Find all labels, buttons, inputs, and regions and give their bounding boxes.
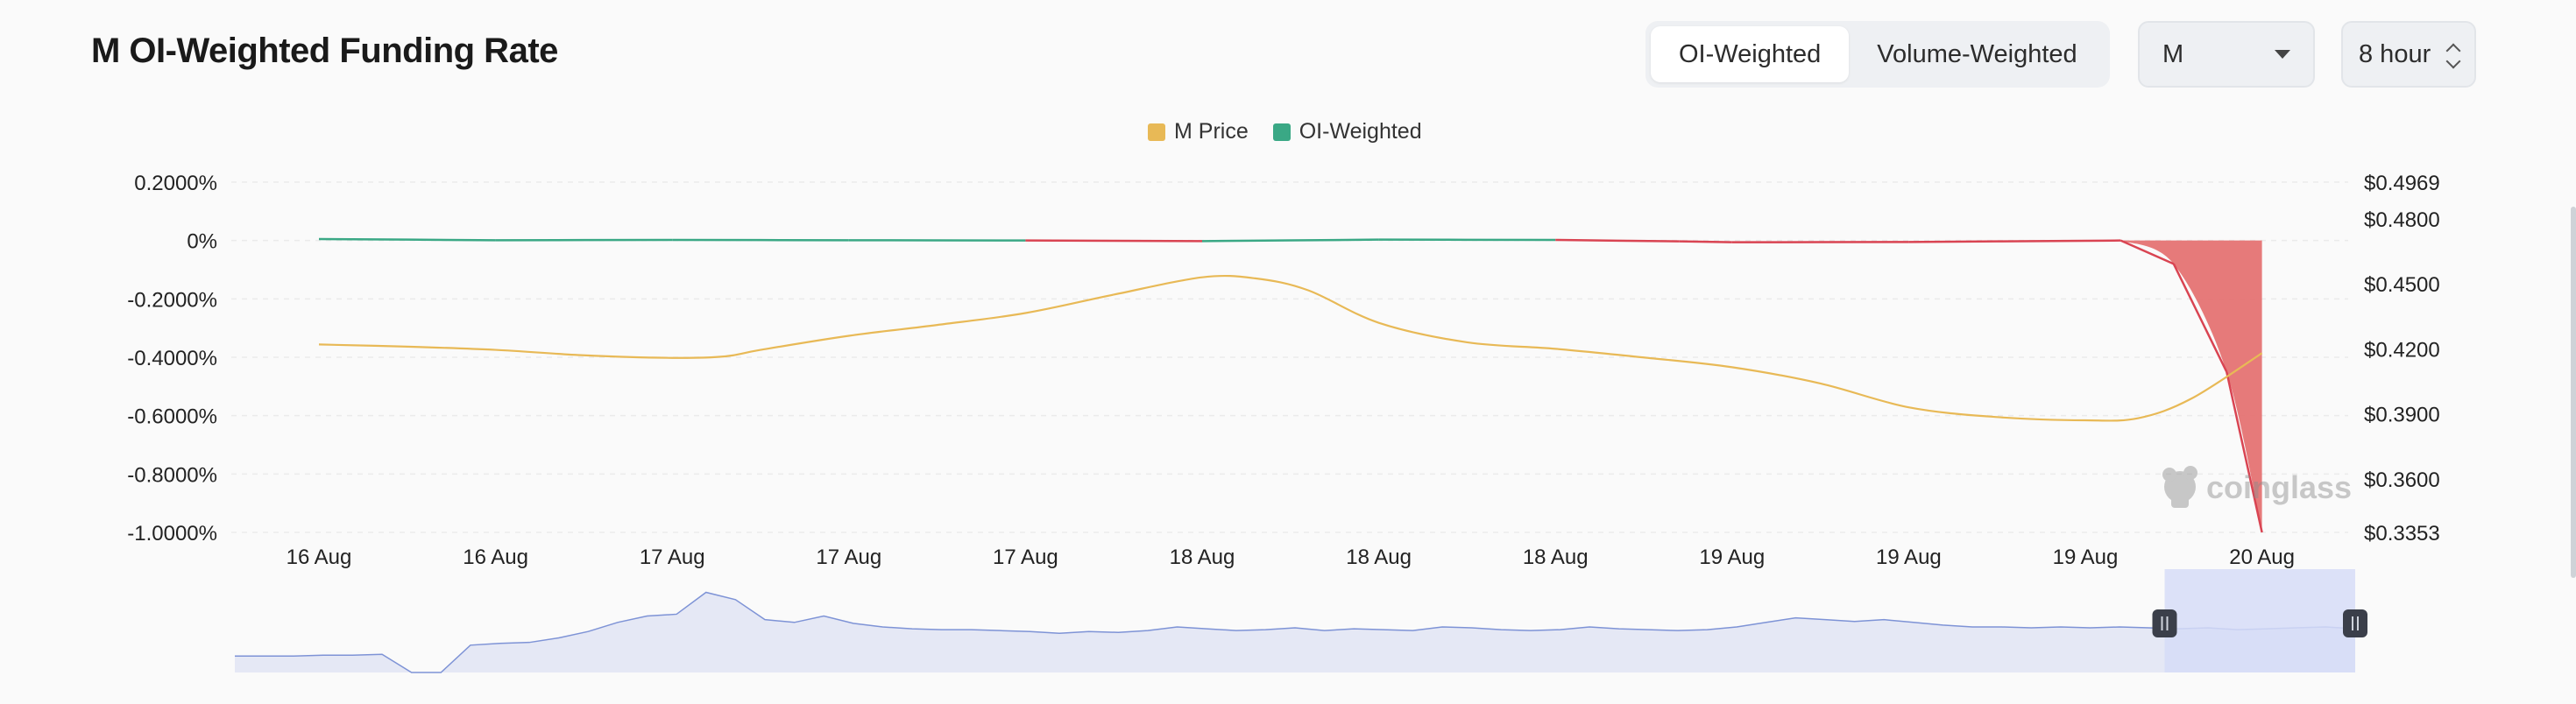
- interval-select[interactable]: 8 hour: [2341, 21, 2476, 88]
- y-axis-left: 0.2000% 0% -0.2000% -0.4000% -0.6000% -0.8000…: [127, 172, 217, 546]
- watermark-text: coinglass: [2206, 469, 2352, 505]
- navigator-line: [235, 591, 2356, 673]
- x-tick-label: 19 Aug: [1876, 546, 1942, 569]
- x-tick-label: 19 Aug: [1699, 546, 1765, 569]
- x-tick-label: 18 Aug: [1346, 546, 1412, 569]
- y-left-tick-label: -0.4000%: [127, 347, 217, 370]
- x-axis: 16 Aug 16 Aug 17 Aug 17 Aug 17 Aug 18 Aug 18 A…: [287, 546, 2295, 569]
- oi-weighted-line-segment: [2120, 239, 2175, 265]
- up-down-stepper-icon: [2445, 42, 2461, 69]
- oi-weighted-line-segment: [2226, 371, 2263, 533]
- coinglass-logo-icon: [2162, 466, 2197, 508]
- page-scrollbar[interactable]: [2571, 207, 2576, 578]
- y-left-tick-label: 0%: [187, 230, 217, 254]
- oi-weighted-line-segment: [318, 237, 496, 242]
- legend-item-oi-weighted[interactable]: OI-Weighted: [1272, 119, 1422, 144]
- chart-legend: M Price OI-Weighted: [1148, 119, 1422, 144]
- x-tick-label: 18 Aug: [1523, 546, 1589, 569]
- tab-oi-weighted[interactable]: OI-Weighted: [1651, 26, 1850, 82]
- y-left-tick-label: -0.6000%: [127, 405, 217, 429]
- symbol-select[interactable]: M: [2138, 21, 2315, 88]
- x-tick-label: 20 Aug: [2229, 546, 2295, 569]
- navigator-handle-right[interactable]: [2343, 609, 2367, 637]
- x-tick-label: 17 Aug: [993, 546, 1058, 569]
- navigator-window: [2164, 569, 2355, 672]
- oi-weighted-line-segment: [1555, 238, 1680, 243]
- x-tick-label: 17 Aug: [816, 546, 881, 569]
- negative-funding-area: [2120, 240, 2262, 532]
- chevron-down-icon: [2275, 50, 2290, 59]
- x-tick-label: 16 Aug: [463, 546, 528, 569]
- price-line: [318, 274, 2263, 422]
- weighting-toggle: OI-Weighted Volume-Weighted: [1645, 21, 2110, 88]
- x-tick-label: 18 Aug: [1170, 546, 1235, 569]
- y-right-tick-label: $0.4500: [2364, 273, 2440, 297]
- page-title: M OI-Weighted Funding Rate: [91, 32, 558, 70]
- handle-body: [2343, 609, 2367, 637]
- grid-lines: [231, 181, 2348, 533]
- navigator-area: [235, 592, 2355, 672]
- x-tick-label: 19 Aug: [2053, 546, 2119, 569]
- y-right-tick-label: $0.4200: [2364, 338, 2440, 362]
- handle-body: [2152, 609, 2177, 637]
- y-left-tick-label: -0.8000%: [127, 463, 217, 487]
- series-layer: [318, 237, 2263, 533]
- oi-weighted-line-segment: [1025, 239, 1203, 243]
- y-left-tick-label: 0.2000%: [134, 172, 217, 195]
- interval-select-value: 8 hour: [2359, 39, 2431, 68]
- legend-label-oi-weighted: OI-Weighted: [1299, 119, 1422, 144]
- legend-item-price[interactable]: M Price: [1148, 119, 1249, 144]
- navigator-handle-left[interactable]: [2152, 609, 2177, 637]
- watermark: coinglass: [2162, 466, 2352, 508]
- y-axis-right: $0.4969 $0.4800 $0.4500 $0.4200 $0.3900 $0.36…: [2364, 172, 2440, 546]
- x-tick-label: 16 Aug: [287, 546, 352, 569]
- y-right-tick-label: $0.3900: [2364, 404, 2440, 427]
- y-right-tick-label: $0.3353: [2364, 522, 2440, 546]
- y-right-tick-label: $0.3600: [2364, 468, 2440, 492]
- legend-label-price: M Price: [1174, 119, 1249, 144]
- tab-volume-weighted[interactable]: Volume-Weighted: [1877, 39, 2077, 68]
- y-left-tick-label: -1.0000%: [127, 522, 217, 546]
- y-right-tick-label: $0.4800: [2364, 208, 2440, 232]
- oi-weighted-line-segment: [1201, 238, 1379, 243]
- symbol-select-value: M: [2162, 39, 2184, 68]
- oi-weighted-line-segment: [1908, 239, 2086, 243]
- y-right-tick-label: $0.4969: [2364, 172, 2440, 195]
- legend-swatch-oi-weighted: [1272, 123, 1291, 141]
- y-left-tick-label: -0.2000%: [127, 288, 217, 312]
- oi-weighted-line-segment: [2172, 263, 2228, 373]
- oi-weighted-line-segment: [1679, 240, 1732, 243]
- x-tick-label: 17 Aug: [640, 546, 705, 569]
- legend-swatch-price: [1148, 123, 1165, 141]
- range-navigator[interactable]: [235, 569, 2367, 673]
